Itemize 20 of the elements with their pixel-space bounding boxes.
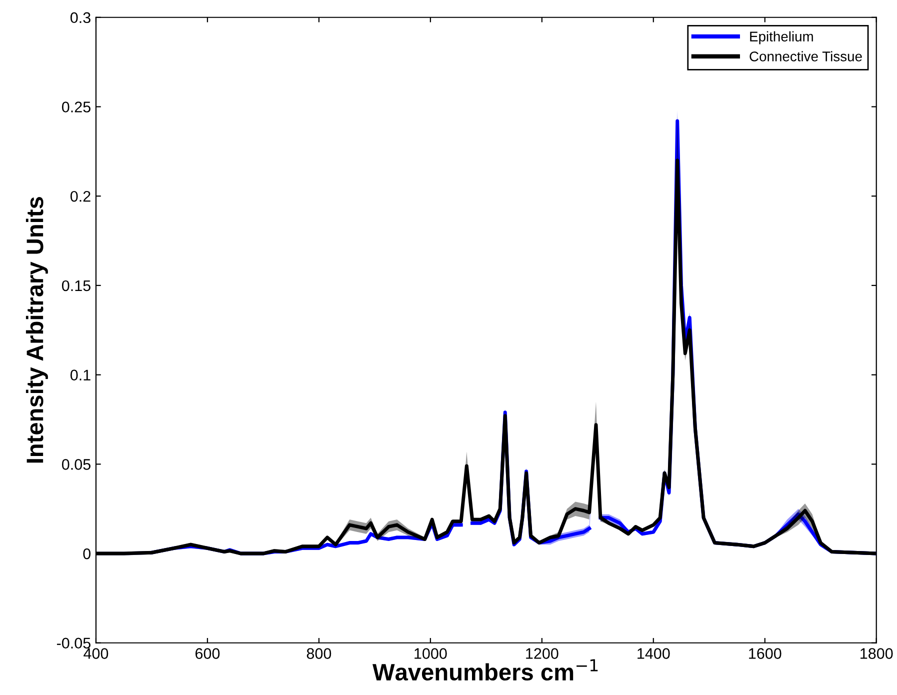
x-tick-label: 1600 [749, 648, 782, 659]
y-tick-label: 0.15 [62, 280, 90, 292]
legend-label: Epithelium [750, 31, 813, 44]
y-axis-title: Intensity Arbitrary Units [26, 197, 48, 463]
x-tick-label: 800 [306, 648, 332, 659]
x-axis-title: Wavenumbers cm$^{−1}$ [372, 659, 598, 681]
y-tick-label: 0.05 [62, 459, 90, 470]
y-tick-label: 0.25 [62, 102, 90, 112]
x-tick-label: 600 [195, 648, 220, 659]
y-tick-label: 0 [83, 548, 91, 560]
y-tick-label: 0.1 [70, 370, 90, 380]
legend-label: Connective Tissue [750, 51, 862, 62]
y-tick-label: -0.05 [56, 638, 90, 649]
y-tick-label: 0.2 [70, 190, 90, 202]
x-tick-label: 1800 [860, 648, 893, 659]
x-tick-label: 1200 [526, 648, 558, 659]
x-tick-label: 1000 [414, 648, 447, 659]
y-tick-label: 0.3 [70, 12, 90, 24]
x-tick-label: 1400 [638, 648, 670, 659]
x-tick-label: 400 [84, 648, 108, 659]
